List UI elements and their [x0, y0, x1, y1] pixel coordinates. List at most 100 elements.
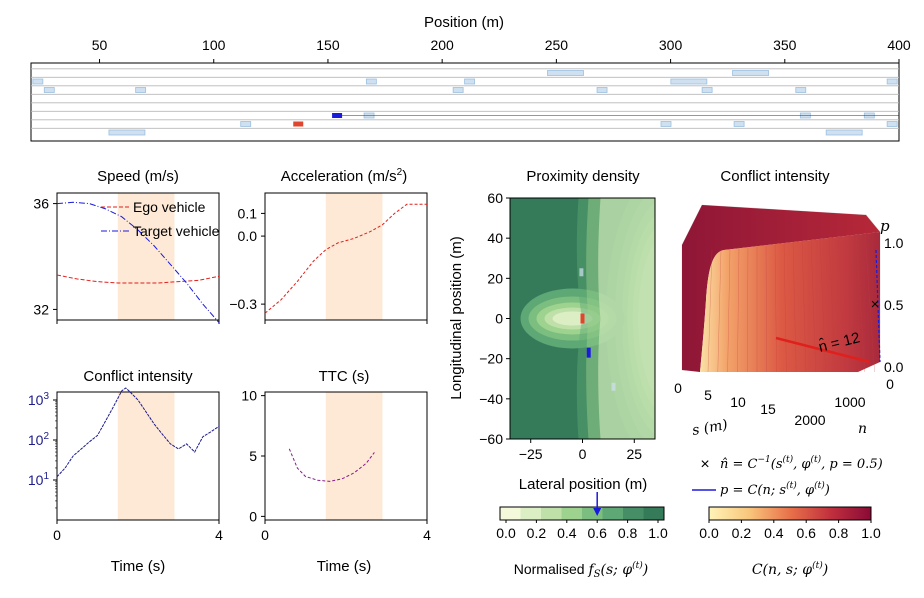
tick-base: 10 — [28, 472, 44, 488]
x-tick-label: 0 — [579, 446, 587, 462]
proximity-colorbar-label: Normalised fS(s; φ(t)) — [514, 560, 648, 580]
series-line — [56, 274, 220, 284]
road-tick-label: 150 — [316, 37, 340, 53]
background-vehicle-marker — [579, 268, 584, 277]
legend-label: Ego vehicle — [133, 199, 206, 215]
surface-mesh-line — [783, 241, 787, 373]
y-tick-label: 10 — [241, 388, 257, 404]
background-vehicle — [108, 129, 146, 136]
y-tick-label: −60 — [479, 431, 503, 447]
road-tick-label: 400 — [887, 37, 911, 53]
surface-mesh-line — [746, 245, 749, 373]
legend-label: n̂ = C−1(s(t), φ(t), p = 0.5) — [720, 454, 883, 472]
y-tick-label: 0.0 — [238, 228, 258, 244]
y-tick-label: 102 — [28, 431, 50, 448]
y-tick-label: 0 — [249, 508, 257, 524]
y-tick-label: 32 — [33, 301, 49, 317]
road-lanes — [31, 68, 899, 129]
background-vehicle — [32, 78, 44, 85]
road-tick-label: 100 — [202, 37, 226, 53]
surface-mesh-line — [837, 235, 846, 373]
road-tick-label: 250 — [545, 37, 569, 53]
z-tick-label: 1.0 — [884, 235, 904, 251]
ego-vehicle — [293, 121, 304, 127]
y-tick-label: −40 — [479, 391, 503, 407]
tick-exp: 3 — [43, 391, 49, 402]
y-tick-label: 5 — [249, 448, 257, 464]
background-vehicle — [795, 87, 807, 93]
colorbar-frame — [499, 506, 665, 521]
z-tick-label: 0.0 — [884, 359, 904, 375]
acceleration-panel: Acceleration (m/s2) −0.3 0.0 0.1 — [229, 167, 428, 324]
legend-part: , φ — [797, 483, 815, 498]
conflict-xlabel: Time (s) — [111, 558, 165, 575]
colorbar-cell — [643, 507, 665, 520]
proximity-panel: Proximity density −60 −40 −20 0 20 40 60 −25 0 25… — [448, 168, 668, 580]
legend-part: p = C(n; s — [720, 483, 786, 498]
background-vehicle — [547, 70, 584, 76]
highlight-band — [325, 392, 383, 520]
legend-sup: −1 — [757, 455, 770, 465]
x-tick-label: 0 — [261, 527, 269, 543]
y-tick-label: 60 — [487, 190, 503, 206]
z-tick-label: 0.5 — [884, 297, 904, 313]
legend-sup: (t) — [814, 480, 825, 491]
heat-layers — [520, 198, 655, 439]
series-line — [288, 448, 375, 482]
surface-mesh-line — [717, 248, 722, 373]
x-tick-label: 4 — [423, 527, 431, 543]
acceleration-title: Acceleration (m/s2) — [281, 167, 407, 185]
y-tick-label: 101 — [28, 471, 50, 488]
s-tick-label: 5 — [704, 387, 712, 403]
conflict-title: Conflict intensity — [83, 368, 193, 385]
proximity-heatmap: −60 −40 −20 0 20 40 60 −25 0 25 — [479, 190, 656, 462]
s-axis-label: s (m) — [691, 417, 729, 439]
speed-plot: 32 36 Ego vehicle Target vehicle — [33, 192, 220, 324]
target-vehicle-marker — [586, 347, 591, 358]
y-tick-label: −0.3 — [229, 296, 257, 312]
surface-mesh-line — [765, 243, 768, 373]
y-tick-label: 40 — [487, 230, 503, 246]
colorbar-cell — [520, 507, 542, 520]
road-vehicles — [32, 70, 899, 136]
ttc-xlabel: Time (s) — [317, 558, 371, 575]
series-line — [56, 201, 220, 323]
legend-marker: × — [700, 456, 709, 473]
y-tick-label: 103 — [28, 391, 50, 408]
surface-mesh-line — [801, 239, 807, 373]
ego-vehicle-marker — [580, 313, 585, 324]
y-tick-label: −20 — [479, 351, 503, 367]
legend-label: Target vehicle — [133, 223, 220, 239]
s-tick-label: 15 — [760, 401, 776, 417]
n-hat-line — [775, 336, 871, 364]
legend-part: ) — [824, 483, 830, 498]
proximity-xlabel: Lateral position (m) — [519, 476, 647, 493]
background-vehicle-marker — [611, 382, 616, 391]
colorbar-tick-label: 0.4 — [764, 525, 784, 541]
surface-mesh-line — [846, 234, 856, 373]
road-xlabel: Position (m) — [424, 14, 504, 31]
legend-label: p = C(n; s(t), φ(t)) — [720, 480, 830, 498]
colorbar-tick-label: 0.0 — [699, 525, 719, 541]
y-tick-label: 0 — [495, 311, 503, 327]
tick-base: 10 — [28, 432, 44, 448]
surface-legend: × n̂ = C−1(s(t), φ(t), p = 0.5) p = C(n; s… — [692, 454, 883, 498]
plot-frame — [56, 192, 220, 321]
surface-mesh-line — [864, 232, 875, 373]
surface-slope — [700, 232, 880, 372]
tick-exp: 1 — [43, 471, 49, 482]
colorbar-tick-label: 0.2 — [527, 525, 547, 541]
x-tick-label: 4 — [215, 527, 223, 543]
background-vehicle — [825, 129, 863, 136]
background-vehicle — [886, 78, 898, 85]
colorbar-arrowhead — [593, 508, 602, 516]
background-vehicle — [452, 87, 464, 93]
background-vehicle — [596, 87, 608, 93]
x-tick-label: 0 — [53, 527, 61, 543]
colorbar-cell — [561, 507, 583, 520]
plot-frame — [264, 192, 428, 321]
surface-mesh-line — [810, 238, 817, 373]
n-tick-label: 2000 — [794, 412, 825, 428]
